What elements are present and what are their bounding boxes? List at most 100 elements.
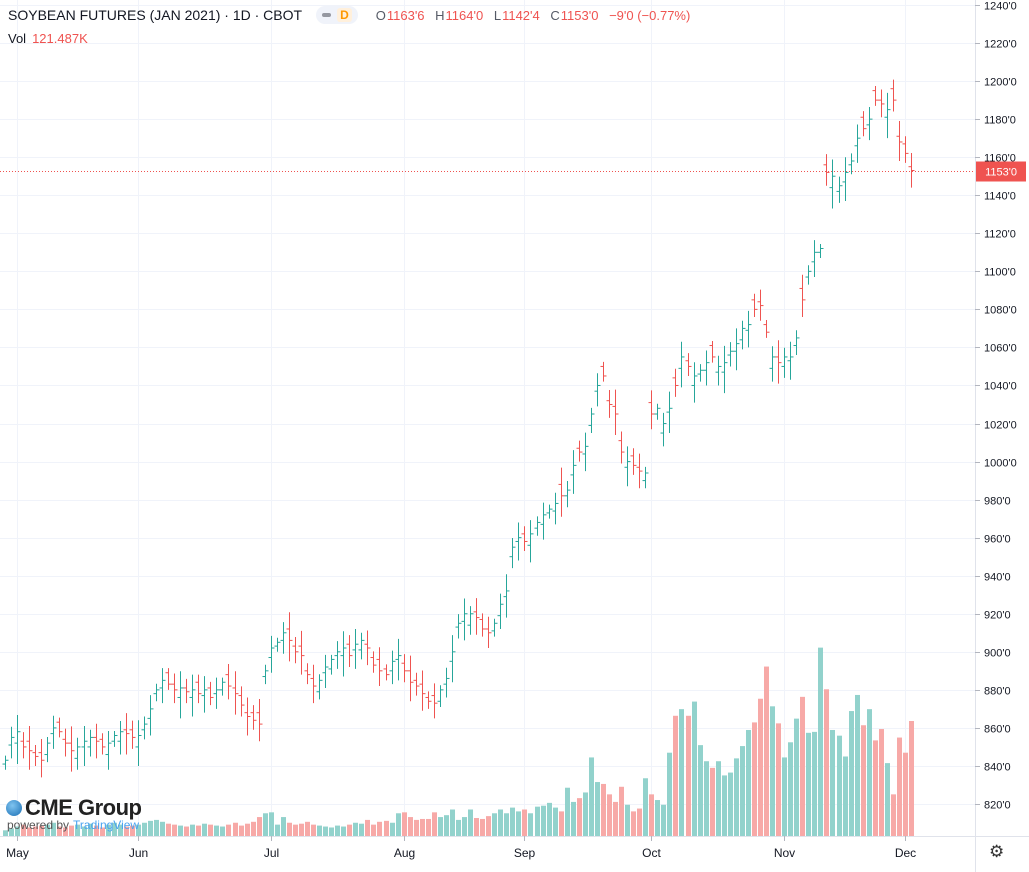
ohlc-bar [908, 153, 915, 188]
ohlc-bar [564, 480, 571, 508]
ohlc-bar [20, 732, 27, 759]
volume-bar [468, 809, 473, 836]
y-tick-label: 1220'0 [984, 39, 1017, 51]
volume-bar [734, 758, 739, 836]
powered-by: powered by TradingView [7, 818, 139, 832]
cme-group-logo[interactable]: CME Group [6, 795, 142, 821]
y-tick-label: 1080'0 [984, 305, 1017, 317]
volume-bar [462, 817, 467, 836]
ohlc-bar [38, 738, 45, 778]
volume-bar [88, 823, 93, 836]
symbol-title[interactable]: SOYBEAN FUTURES (JAN 2021) · 1D · CBOT [8, 7, 303, 23]
ohlc-bar [159, 668, 166, 704]
volume-bar [45, 824, 50, 836]
ohlc-bar [68, 726, 75, 772]
volume-bar [583, 792, 588, 836]
volume-bar [317, 825, 322, 836]
y-tick-label: 1040'0 [984, 381, 1017, 393]
open-label: O [375, 7, 386, 23]
volume-bar [75, 824, 80, 836]
volume-bar [800, 696, 805, 836]
ohlc-bar [672, 368, 679, 397]
volume-bar [214, 825, 219, 836]
volume-bar [33, 826, 38, 836]
ohlc-bar [358, 632, 365, 660]
time-axis[interactable]: May Jun Jul Aug Sep Oct Nov Dec [6, 836, 916, 860]
x-tick-label: Jul [264, 846, 279, 860]
ohlc-bar [757, 289, 764, 321]
volume-bar [124, 826, 129, 836]
price-axis[interactable]: 1240'01220'01200'01180'01160'01140'01120… [975, 1, 1017, 812]
ohlc-bar [407, 655, 414, 702]
ohlc-bar [836, 176, 843, 203]
gear-icon[interactable]: ⚙ [989, 842, 1005, 861]
ohlc-bar [165, 668, 172, 690]
ohlc-bar [654, 403, 661, 420]
ohlc-bar [829, 159, 836, 209]
volume-bar [293, 824, 298, 836]
ohlc-bar [805, 265, 812, 285]
volume-bar [329, 827, 334, 836]
x-tick-label: Nov [774, 846, 795, 860]
ohlc-bar [26, 726, 33, 770]
volume-bar [565, 787, 570, 836]
volume-bar [631, 811, 636, 836]
ohlc-bar [256, 698, 263, 742]
volume-bar [824, 689, 829, 836]
volume-bar [788, 742, 793, 836]
y-tick-label: 1240'0 [984, 1, 1017, 13]
volume-bar [384, 820, 389, 836]
x-tick-label: May [6, 846, 29, 860]
volume-bar [903, 752, 908, 836]
volume-label: Vol [8, 31, 27, 46]
powered-by-label: powered by [7, 818, 70, 832]
ohlc-bar [401, 654, 408, 683]
volume-bar [432, 812, 437, 836]
volume-bar [220, 826, 225, 836]
volume-bar [251, 821, 256, 836]
ohlc-bar [884, 92, 891, 139]
ohlc-bar [461, 598, 468, 641]
volume-bar [782, 757, 787, 836]
ohlc-bar [630, 448, 637, 475]
x-tick-label: Jun [129, 846, 148, 860]
y-tick-label: 1100'0 [984, 267, 1016, 279]
ohlc-bar [195, 674, 202, 704]
y-tick-label: 1000'0 [984, 458, 1017, 470]
volume-bar [571, 801, 576, 836]
volume-bar [402, 812, 407, 836]
volume-bar [740, 746, 745, 836]
volume-bar [444, 815, 449, 836]
volume-bar [607, 794, 612, 836]
high-label: H [435, 7, 445, 23]
x-tick-label: Oct [642, 846, 661, 860]
ohlc-bar [685, 353, 692, 376]
ohlc-bar [763, 320, 770, 338]
volume-bar [94, 825, 99, 836]
y-tick-label: 960'0 [984, 534, 1011, 546]
ohlc-bar [370, 651, 377, 673]
volume-bar [849, 711, 854, 836]
ohlc-values: O1163'6 H1164'0 L1142'4 C1153'0 −9'0 (−0… [376, 8, 698, 23]
volume-bar [414, 819, 419, 836]
volume-bar [371, 824, 376, 836]
logo-text: CME Group [25, 795, 142, 820]
ohlc-bar [376, 647, 383, 687]
ohlc-bar [286, 612, 293, 662]
ohlc-bar [521, 526, 528, 551]
ohlc-bar [781, 347, 788, 378]
tradingview-link[interactable]: TradingView [73, 818, 140, 832]
interval-badge[interactable]: D [316, 6, 358, 24]
ohlc-bar [515, 522, 522, 561]
ohlc-bar [775, 340, 782, 384]
ohlc-bar [606, 390, 613, 418]
volume-bar [69, 825, 74, 836]
volume-bar [855, 694, 860, 836]
y-tick-label: 1180'0 [984, 115, 1016, 127]
ohlc-bar [540, 502, 547, 540]
volume-bar [837, 735, 842, 836]
last-price-value: 1153'0 [985, 167, 1017, 179]
ohlc-bar [552, 492, 559, 525]
volume-bar [160, 821, 165, 836]
